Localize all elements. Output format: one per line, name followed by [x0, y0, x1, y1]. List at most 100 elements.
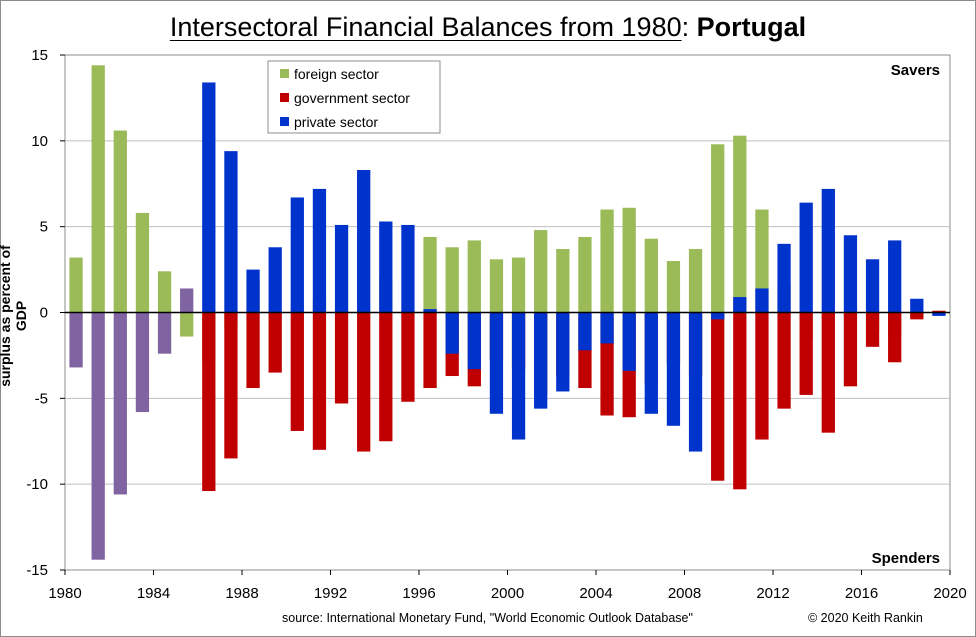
x-tick-label: 1988	[225, 585, 258, 602]
bars	[69, 65, 946, 560]
bar-government-sector	[246, 312, 260, 389]
y-tick-label: -5	[35, 390, 48, 407]
x-tick-label: 2008	[668, 585, 701, 602]
bar-government-sector	[799, 312, 813, 395]
bar-government-sector	[401, 312, 415, 402]
bar-private-sector	[733, 297, 747, 313]
bar-government-sector	[733, 312, 747, 490]
bar-private-sector	[556, 312, 570, 392]
bar-private-sector	[821, 188, 835, 313]
bar-combined	[91, 312, 105, 560]
bar-government-sector	[777, 312, 791, 409]
bar-private-sector	[932, 312, 946, 316]
x-tick-label: 2016	[845, 585, 878, 602]
bar-private-sector	[534, 312, 548, 409]
x-tick-label: 1992	[314, 585, 347, 602]
bar-private-sector	[799, 202, 813, 313]
bar-foreign-sector	[600, 209, 614, 313]
bar-government-sector	[755, 312, 769, 440]
bar-combined	[135, 312, 150, 413]
bar-foreign-sector	[666, 261, 681, 313]
bar-foreign-sector	[511, 257, 526, 313]
y-tick-label: 15	[31, 47, 48, 64]
x-tick-label: 1984	[137, 585, 170, 602]
bar-private-sector	[666, 312, 681, 426]
legend-swatch	[280, 117, 289, 126]
bar-private-sector	[445, 312, 459, 354]
bar-combined	[69, 312, 83, 368]
bar-foreign-sector	[534, 230, 548, 313]
spenders-label: Spenders	[872, 550, 940, 567]
x-tick-label: 1980	[48, 585, 81, 602]
bar-combined	[113, 312, 127, 495]
axes	[60, 54, 951, 575]
bar-foreign-sector	[733, 135, 747, 313]
bar-private-sector	[357, 170, 371, 313]
copyright-note: © 2020 Keith Rankin	[808, 611, 923, 625]
legend-box	[267, 60, 441, 134]
bar-foreign-sector	[467, 240, 481, 313]
bar-government-sector	[312, 312, 327, 450]
bar-government-sector	[843, 312, 858, 387]
y-tick-label: 10	[31, 133, 48, 150]
x-tick-label: 2000	[491, 585, 524, 602]
savers-label: Savers	[891, 62, 940, 79]
bar-government-sector	[357, 312, 371, 452]
bar-private-sector	[511, 312, 526, 440]
bar-private-sector	[843, 235, 858, 313]
x-tick-label: 2004	[579, 585, 612, 602]
bar-private-sector	[711, 312, 725, 320]
bar-government-sector	[932, 310, 946, 313]
title-separator: :	[681, 12, 690, 42]
bar-government-sector	[268, 312, 282, 373]
bar-private-sector	[600, 312, 614, 344]
bar-private-sector	[312, 188, 327, 313]
bar-government-sector	[910, 312, 924, 320]
bar-private-sector	[622, 312, 636, 371]
bar-private-sector	[578, 312, 592, 351]
bar-government-sector	[888, 312, 902, 363]
legend-swatch	[280, 69, 289, 78]
bar-government-sector	[224, 312, 238, 459]
bar-foreign-sector	[113, 130, 127, 313]
bar-foreign-sector	[445, 247, 459, 313]
bar-private-sector	[467, 312, 481, 370]
legend-label: private sector	[294, 114, 378, 130]
title-country: Portugal	[696, 12, 807, 42]
legend-label: government sector	[294, 90, 410, 106]
bar-government-sector	[290, 312, 304, 431]
bar-private-sector	[290, 197, 304, 313]
bar-combined	[180, 288, 194, 313]
bar-private-sector	[334, 224, 349, 313]
bar-private-sector	[224, 151, 238, 313]
bar-government-sector	[379, 312, 393, 442]
bar-foreign-sector	[489, 259, 504, 313]
bar-government-sector	[202, 312, 216, 492]
bar-foreign-sector	[622, 207, 636, 313]
bar-private-sector	[644, 312, 658, 414]
bar-private-sector	[777, 243, 791, 313]
chart-title: Intersectoral Financial Balances from 19…	[0, 12, 976, 43]
source-note: source: International Monetary Fund, "Wo…	[282, 611, 693, 625]
y-tick-label: 5	[40, 219, 48, 236]
bar-foreign-sector	[180, 312, 194, 337]
y-tick-label: -10	[26, 476, 48, 493]
bar-foreign-sector	[688, 248, 703, 313]
bar-private-sector	[246, 269, 260, 313]
bar-private-sector	[865, 259, 880, 313]
title-main: Intersectoral Financial Balances from 19…	[169, 12, 682, 42]
bar-foreign-sector	[135, 212, 150, 313]
bar-foreign-sector	[157, 271, 172, 313]
bar-private-sector	[268, 247, 282, 313]
bar-government-sector	[334, 312, 349, 404]
y-tick-label: -15	[26, 562, 48, 579]
bar-combined	[157, 312, 172, 354]
bar-foreign-sector	[69, 257, 83, 313]
bar-private-sector	[489, 312, 504, 414]
bar-private-sector	[688, 312, 703, 452]
bar-government-sector	[865, 312, 880, 347]
bar-government-sector	[821, 312, 835, 433]
bar-government-sector	[423, 312, 437, 389]
